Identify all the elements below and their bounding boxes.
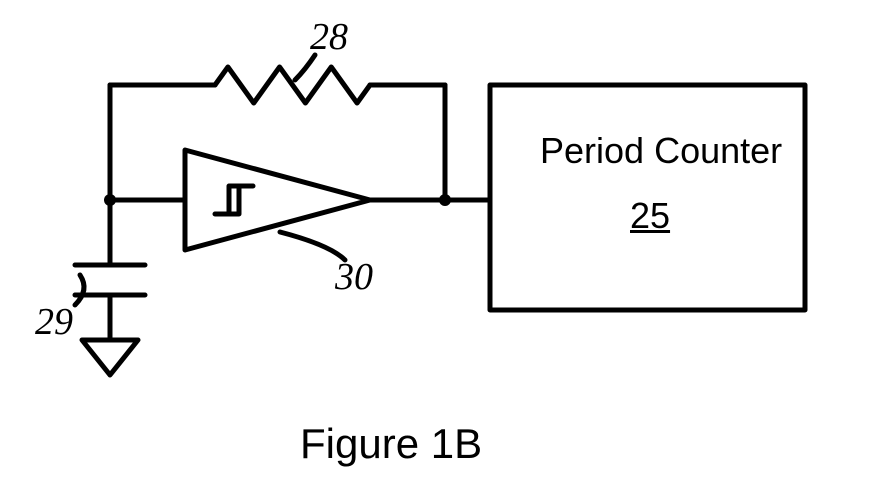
amplifier-label: 30 <box>335 255 373 299</box>
counter-title: Period Counter <box>540 130 782 172</box>
circuit-diagram: 28 29 30 Period Counter 25 Figure 1B <box>0 0 869 503</box>
figure-caption: Figure 1B <box>300 420 482 468</box>
capacitor-label: 29 <box>35 300 73 344</box>
counter-number: 25 <box>630 195 670 237</box>
resistor-label: 28 <box>310 15 348 59</box>
